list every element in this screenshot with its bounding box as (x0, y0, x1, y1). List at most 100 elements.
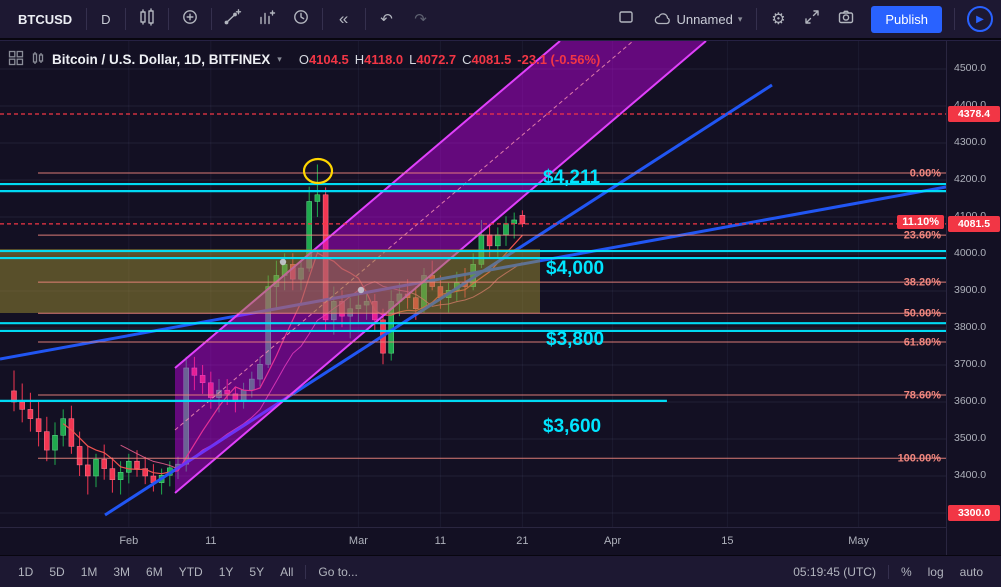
range-all-button[interactable]: All (272, 556, 301, 587)
range-ytd-button[interactable]: YTD (171, 556, 211, 587)
highlight-ellipse[interactable] (302, 157, 334, 185)
settings-button[interactable]: ⚙ (761, 5, 795, 33)
divider (887, 564, 889, 579)
bar-replay-button[interactable] (284, 5, 318, 33)
price-axis-label: 4500.0 (954, 62, 987, 74)
publish-button[interactable]: Publish (871, 5, 942, 33)
price-axis-label: 3800.0 (954, 321, 987, 333)
fib-label: 50.00% (904, 308, 942, 320)
close-value: C4081.5 (462, 52, 511, 67)
divider (321, 8, 323, 30)
auto-scale-button[interactable]: auto (952, 556, 991, 587)
price-axis[interactable]: 4378.4 4081.5 3300.0 4500.0 4400.0 4300.0 4… (946, 41, 1001, 555)
price-chart-canvas[interactable]: 0.00% 23.60% 38.20% 50.00% 61.80% 78.60% 100.0… (0, 41, 946, 527)
low-label: L (409, 52, 417, 67)
fib-label: 23.60% (904, 230, 942, 242)
close-number: 4081.5 (471, 52, 512, 67)
indicators-button[interactable] (250, 5, 284, 33)
time-tick-label: 21 (516, 535, 529, 547)
symbol-button[interactable]: BTCUSD (8, 5, 82, 33)
undo-button[interactable]: ↶ (370, 5, 404, 33)
time-tick-label: Feb (119, 535, 139, 547)
redo-button[interactable]: ↷ (404, 5, 438, 33)
log-scale-button[interactable]: log (920, 556, 952, 587)
goto-button[interactable]: Go to... (310, 556, 365, 587)
change-percent-badge: 11.10% (897, 214, 944, 229)
interval-button[interactable]: D (91, 5, 120, 33)
time-tick-label: 15 (721, 535, 734, 547)
cloud-icon (653, 11, 671, 28)
top-toolbar: BTCUSD D « ↶ ↷ (0, 0, 1001, 40)
high-number: 4118.0 (364, 52, 404, 67)
range-6m-button[interactable]: 6M (138, 556, 171, 587)
chart-area[interactable]: 0.00% 23.60% 38.20% 50.00% 61.80% 78.60% 100.0… (0, 41, 946, 555)
candlestick-icon (138, 8, 156, 30)
fib-label: 78.60% (904, 389, 942, 401)
divider (756, 8, 758, 30)
series-style-button[interactable] (31, 51, 45, 68)
range-1m-button[interactable]: 1M (73, 556, 106, 587)
range-5y-button[interactable]: 5Y (241, 556, 272, 587)
change-value: -23.1 (-0.56%) (517, 52, 601, 67)
alert-price-badge: 4378.4 (948, 105, 1000, 122)
percent-scale-button[interactable]: % (893, 556, 920, 587)
price-zone-box[interactable] (0, 249, 540, 313)
range-1y-button[interactable]: 1Y (211, 556, 242, 587)
bottom-toolbar: 1D 5D 1M 3M 6M YTD 1Y 5Y All Go to... 05:19:45 (… (0, 555, 1001, 587)
replay-clock-icon (292, 8, 310, 30)
current-price-badge: 4081.5 (948, 215, 1000, 232)
quick-play-button[interactable]: ▶ (967, 6, 993, 32)
time-tick-label: 11 (205, 535, 217, 547)
chevron-down-icon[interactable]: ▾ (277, 54, 282, 64)
clock-button[interactable]: 05:19:45 (UTC) (785, 556, 884, 587)
fib-label: 0.00% (910, 167, 941, 179)
price-note-text[interactable]: $3,600 (543, 416, 601, 437)
drawing-handle[interactable] (357, 286, 365, 294)
snapshot-button[interactable] (829, 5, 863, 33)
price-note-text[interactable]: $4,000 (546, 258, 604, 279)
chevron-down-icon: ▾ (737, 13, 743, 24)
price-axis-label: 3700.0 (954, 358, 987, 370)
grid-squares-icon (8, 50, 24, 69)
divider (954, 8, 955, 30)
price-axis-label: 3500.0 (954, 432, 987, 444)
time-tick-label: Mar (348, 535, 368, 547)
time-tick-label: 11 (434, 535, 447, 547)
range-buttons: 1D 5D 1M 3M 6M YTD 1Y 5Y All (10, 556, 301, 587)
fib-retracement[interactable]: 0.00% 23.60% 38.20% 50.00% 61.80% 78.60% 100.0… (38, 167, 946, 465)
chart-legend: Bitcoin / U.S. Dollar, 1D, BITFINEX ▾ O4… (8, 50, 600, 69)
fib-label: 100.00% (898, 453, 942, 465)
compare-plus-icon (181, 8, 199, 30)
layout-name-button[interactable]: Unnamed ▾ (643, 5, 752, 33)
ohlc-values: O4104.5 H4118.0 L4072.7 C4081.5 -23.1 (-… (299, 52, 601, 67)
bottom-price-badge: 3300.0 (948, 505, 1000, 521)
layout-button[interactable] (609, 5, 643, 33)
time-axis[interactable]: Feb 11 Mar 11 21 Apr 15 May (0, 527, 946, 555)
price-note-text[interactable]: $4,211 (543, 167, 600, 188)
fast-backward-button[interactable]: « (327, 5, 361, 33)
open-value: O4104.5 (299, 52, 349, 67)
fullscreen-button[interactable] (795, 5, 829, 33)
price-axis-label: 4000.0 (954, 247, 987, 259)
layout-square-icon (617, 8, 635, 30)
divider (167, 8, 169, 30)
divider (124, 8, 126, 30)
price-axis-label: 4300.0 (954, 136, 987, 148)
drawing-handle[interactable] (279, 258, 287, 266)
time-tick-label: May (848, 535, 869, 547)
price-axis-label: 3400.0 (954, 469, 987, 481)
price-note-text[interactable]: $3,800 (546, 329, 604, 350)
range-3m-button[interactable]: 3M (105, 556, 138, 587)
time-tick-label: Apr (604, 535, 622, 547)
range-1d-button[interactable]: 1D (10, 556, 41, 587)
price-axis-label: 4400.0 (954, 100, 986, 111)
symbol-title[interactable]: Bitcoin / U.S. Dollar, 1D, BITFINEX (52, 52, 271, 67)
compare-button[interactable] (173, 5, 207, 33)
range-5d-button[interactable]: 5D (41, 556, 72, 587)
line-tools-button[interactable] (216, 5, 250, 33)
chart-style-button[interactable] (130, 5, 164, 33)
price-axis-label: 4200.0 (954, 173, 987, 185)
object-tree-button[interactable] (8, 50, 24, 69)
low-value: L4072.7 (409, 52, 456, 67)
